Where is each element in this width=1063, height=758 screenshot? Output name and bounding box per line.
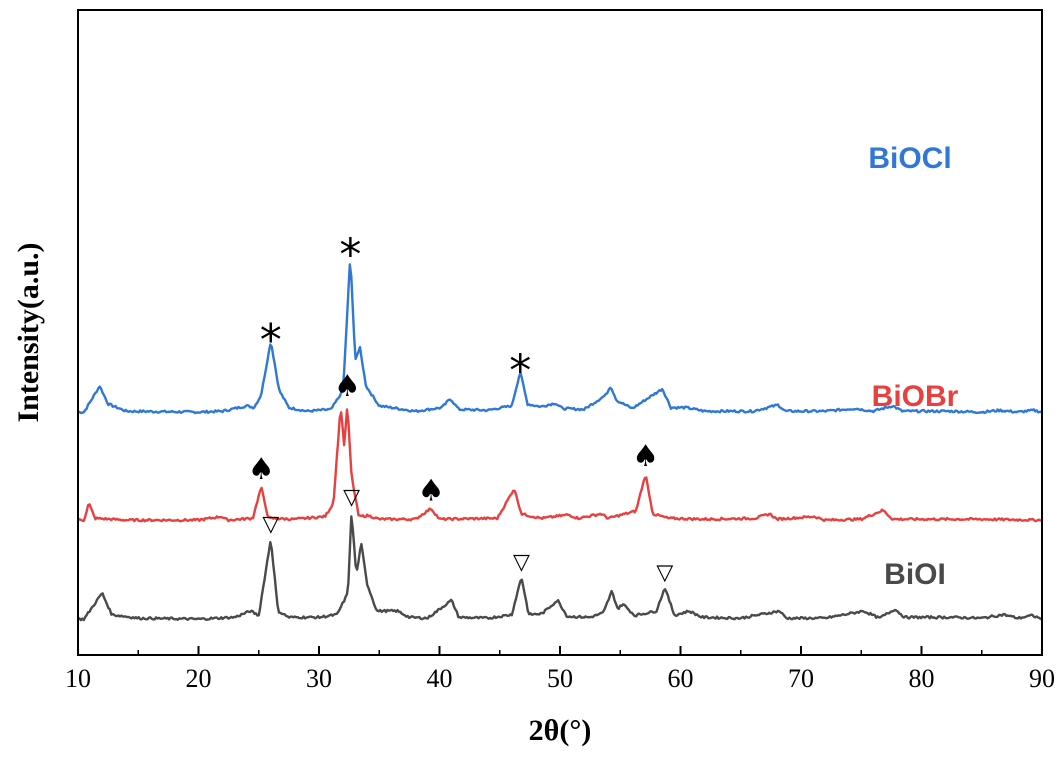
x-tick-label-80: 80 [909,664,935,693]
peak-marker-biobr-3: ♠ [632,439,659,474]
peak-marker-bioi-3: ▽ [656,561,673,586]
peak-marker-biocl-1: * [339,230,361,281]
x-tick-label-90: 90 [1029,664,1055,693]
x-tick-label-60: 60 [668,664,694,693]
peak-marker-bioi-2: ▽ [513,550,530,575]
peak-marker-biocl-0: * [260,315,282,366]
series-line-biocl [77,263,1042,415]
peak-marker-biobr-2: ♠ [418,473,445,508]
x-tick-label-30: 30 [306,664,332,693]
series-line-bioi [77,515,1042,622]
series-label-biobr: BiOBr [872,380,959,413]
peak-marker-biobr-0: ♠ [248,452,275,487]
x-tick-label-40: 40 [427,664,453,693]
series-label-biocl: BiOCl [868,142,951,175]
peak-marker-biobr-1: ♠ [334,369,361,404]
series-line-biobr [77,408,1042,523]
series-layer [77,263,1042,622]
x-tick-label-10: 10 [65,664,91,693]
peak-marker-bioi-1: ▽ [343,485,360,510]
tick-layer: 10 20 30 40 50 60 70 80 90 [65,646,1055,693]
y-axis-label: Intensity(a.u.) [12,242,45,422]
series-label-layer: BiOCl BiOBr BiOI [868,142,958,591]
series-label-bioi: BiOI [884,558,946,591]
x-tick-label-70: 70 [788,664,814,693]
x-tick-label-50: 50 [547,664,573,693]
marker-layer: * * * ♠ ♠ ♠ ♠ ▽ ▽ ▽ ▽ [248,230,674,586]
peak-marker-biocl-2: * [509,346,531,397]
peak-marker-bioi-0: ▽ [262,512,279,537]
x-tick-label-20: 20 [186,664,212,693]
x-axis-label: 2θ(°) [529,714,592,747]
